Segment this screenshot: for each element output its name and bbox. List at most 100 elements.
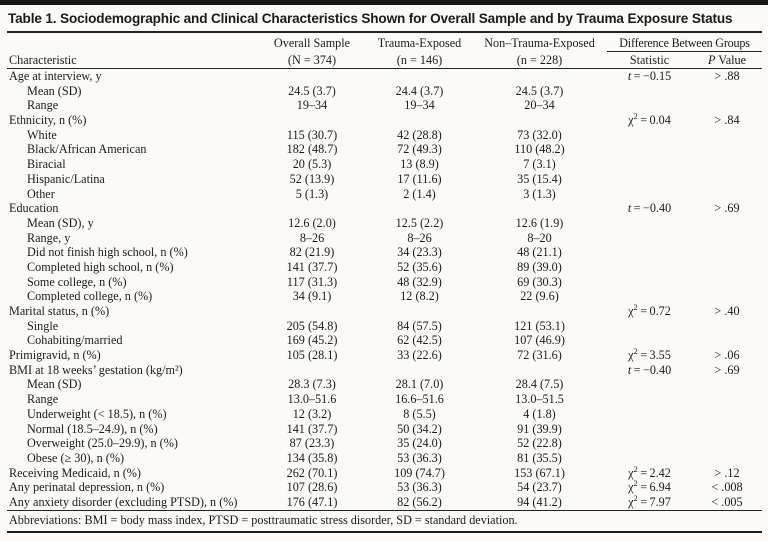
cell-characteristic: Marital status, n (%)	[9, 304, 110, 318]
header-trauma-n: (n = 146)	[396, 53, 443, 67]
table-row: Mean (SD) 24.5 (3.7) 24.4 (3.7) 24.5 (3.7)	[7, 84, 762, 99]
cell-overall: 34 (9.1)	[292, 289, 332, 304]
cell-non-trauma-exposed: 121 (53.1)	[514, 318, 565, 333]
cell-characteristic: Black/African American	[27, 142, 147, 157]
cell-overall: 87 (23.3)	[289, 436, 335, 451]
cell-characteristic: Completed high school, n (%)	[27, 259, 174, 274]
cell-overall: 262 (70.1)	[286, 465, 338, 480]
table-row: Other 5 (1.3) 2 (1.4) 3 (1.3)	[7, 187, 762, 202]
cell-trauma-exposed: 109 (74.7)	[394, 465, 445, 480]
table-row: Completed college, n (%) 34 (9.1) 12 (8.2)…	[7, 289, 762, 304]
cell-trauma-exposed: 53 (36.3)	[397, 480, 442, 495]
cell-trauma-exposed: 12 (8.2)	[400, 289, 439, 304]
table-row: Did not finish high school, n (%) 82 (21.…	[7, 245, 762, 260]
cell-non-trauma-exposed: 28.4 (7.5)	[515, 377, 564, 392]
abbreviations-footnote: Abbreviations: BMI = body mass index, PT…	[9, 513, 518, 528]
table-row: Range 13.0–51.6 16.6–51.6 13.0–51.5	[7, 392, 762, 407]
cell-characteristic: Underweight (< 18.5), n (%)	[27, 406, 167, 421]
table-header: Overall Sample Trauma-Exposed Non–Trauma…	[7, 33, 762, 69]
cell-overall: 115 (30.7)	[286, 127, 338, 142]
cell-overall: 20 (5.3)	[292, 157, 332, 172]
cell-trauma-exposed: 33 (22.6)	[397, 348, 442, 363]
cell-p-value: > .06	[714, 348, 740, 363]
cell-p-value: < .005	[711, 494, 743, 509]
table-row: White 115 (30.7) 42 (28.8) 73 (32.0)	[7, 128, 762, 143]
table-row: Cohabiting/married 169 (45.2) 62 (42.5) 107…	[7, 333, 762, 348]
cell-non-trauma-exposed: 110 (48.2)	[514, 142, 565, 157]
table-row: Normal (18.5–24.9), n (%) 141 (37.7) 50 (3…	[7, 422, 762, 437]
cell-characteristic: Range	[27, 392, 59, 407]
cell-statistic: χ2 = 6.94	[628, 478, 671, 495]
cell-trauma-exposed: 42 (28.8)	[397, 127, 442, 142]
cell-characteristic: Biracial	[27, 157, 66, 172]
table-row: Some college, n (%) 117 (31.3) 48 (32.9) 69…	[7, 275, 762, 290]
cell-statistic: χ2 = 3.55	[628, 346, 671, 363]
cell-non-trauma-exposed: 48 (21.1)	[517, 245, 562, 260]
cell-characteristic: Receiving Medicaid, n (%)	[9, 465, 141, 480]
cell-characteristic: Obese (≥ 30), n (%)	[27, 450, 125, 465]
cell-non-trauma-exposed: 13.0–51.5	[515, 392, 564, 407]
table-content: Table 1. Sociodemographic and Clinical C…	[0, 5, 768, 534]
cell-trauma-exposed: 84 (57.5)	[397, 318, 442, 333]
header-difference-between-groups: Difference Between Groups	[607, 36, 762, 52]
cell-trauma-exposed: 8–26	[407, 230, 432, 245]
cell-non-trauma-exposed: 4 (1.8)	[523, 406, 556, 421]
table-row: Marital status, n (%) χ2 = 0.72 > .40	[7, 303, 762, 319]
cell-p-value: > .12	[714, 465, 740, 480]
cell-trauma-exposed: 35 (24.0)	[397, 436, 442, 451]
cell-characteristic: Range, y	[27, 230, 71, 245]
table-row: Mean (SD) 28.3 (7.3) 28.1 (7.0) 28.4 (7.5)	[7, 377, 762, 392]
cell-p-value: > .40	[714, 304, 740, 318]
cell-p-value: > .69	[714, 362, 740, 377]
bottom-rule	[7, 531, 762, 534]
p-value-italic-p: P	[707, 53, 716, 67]
cell-overall: 24.5 (3.7)	[288, 83, 336, 98]
cell-non-trauma-exposed: 107 (46.9)	[514, 333, 565, 348]
cell-trauma-exposed: 2 (1.4)	[403, 186, 436, 201]
cell-non-trauma-exposed: 54 (23.7)	[517, 480, 562, 495]
cell-statistic: t = −0.40	[627, 201, 672, 216]
header-statistic: Statistic	[629, 53, 670, 67]
cell-overall: 117 (31.3)	[286, 274, 338, 289]
cell-non-trauma-exposed: 81 (35.5)	[517, 450, 562, 465]
table-row: Range 19–34 19–34 20–34	[7, 98, 762, 113]
cell-non-trauma-exposed: 52 (22.8)	[517, 436, 562, 451]
table-row: Age at interview, y t = −0.15 > .88	[7, 69, 762, 84]
cell-overall: 28.3 (7.3)	[288, 377, 336, 392]
cell-non-trauma-exposed: 89 (39.0)	[517, 259, 562, 274]
cell-characteristic: Primigravid, n (%)	[9, 348, 101, 363]
cell-characteristic: Mean (SD)	[27, 83, 82, 98]
cell-non-trauma-exposed: 8–20	[527, 230, 552, 245]
cell-overall: 134 (35.8)	[286, 450, 338, 465]
table-row: Overweight (25.0–29.9), n (%) 87 (23.3) 35…	[7, 436, 762, 451]
table-row: Completed high school, n (%) 141 (37.7) 52…	[7, 260, 762, 275]
footnote-rule	[7, 509, 762, 511]
cell-trauma-exposed: 62 (42.5)	[397, 333, 442, 348]
cell-characteristic: Completed college, n (%)	[27, 289, 153, 304]
cell-characteristic: BMI at 18 weeks’ gestation (kg/m²)	[9, 362, 183, 377]
header-spacer	[7, 36, 257, 52]
header-row-subheads: Characteristic (N = 374) (n = 146) (n = …	[7, 52, 762, 68]
cell-overall: 176 (47.1)	[286, 494, 338, 509]
cell-non-trauma-exposed: 24.5 (3.7)	[515, 83, 564, 98]
cell-p-value: > .69	[714, 201, 740, 216]
table-row: Any anxiety disorder (excluding PTSD), n…	[7, 494, 762, 510]
cell-characteristic: Mean (SD), y	[27, 215, 94, 230]
table-row: Single 205 (54.8) 84 (57.5) 121 (53.1)	[7, 319, 762, 334]
cell-non-trauma-exposed: 69 (30.3)	[517, 274, 562, 289]
cell-non-trauma-exposed: 35 (15.4)	[517, 171, 562, 186]
table-title: Table 1. Sociodemographic and Clinical C…	[7, 5, 762, 33]
cell-non-trauma-exposed: 3 (1.3)	[523, 186, 556, 201]
cell-overall: 182 (48.7)	[286, 142, 338, 157]
header-characteristic: Characteristic	[9, 53, 77, 67]
cell-characteristic: Cohabiting/married	[27, 333, 123, 348]
cell-trauma-exposed: 82 (56.2)	[397, 494, 442, 509]
cell-characteristic: White	[27, 127, 57, 142]
cell-overall: 13.0–51.6	[287, 392, 337, 407]
cell-trauma-exposed: 34 (23.3)	[397, 245, 442, 260]
header-row-group-labels: Overall Sample Trauma-Exposed Non–Trauma…	[7, 36, 762, 52]
cell-p-value: > .88	[714, 69, 740, 83]
cell-statistic: t = −0.40	[627, 362, 672, 377]
